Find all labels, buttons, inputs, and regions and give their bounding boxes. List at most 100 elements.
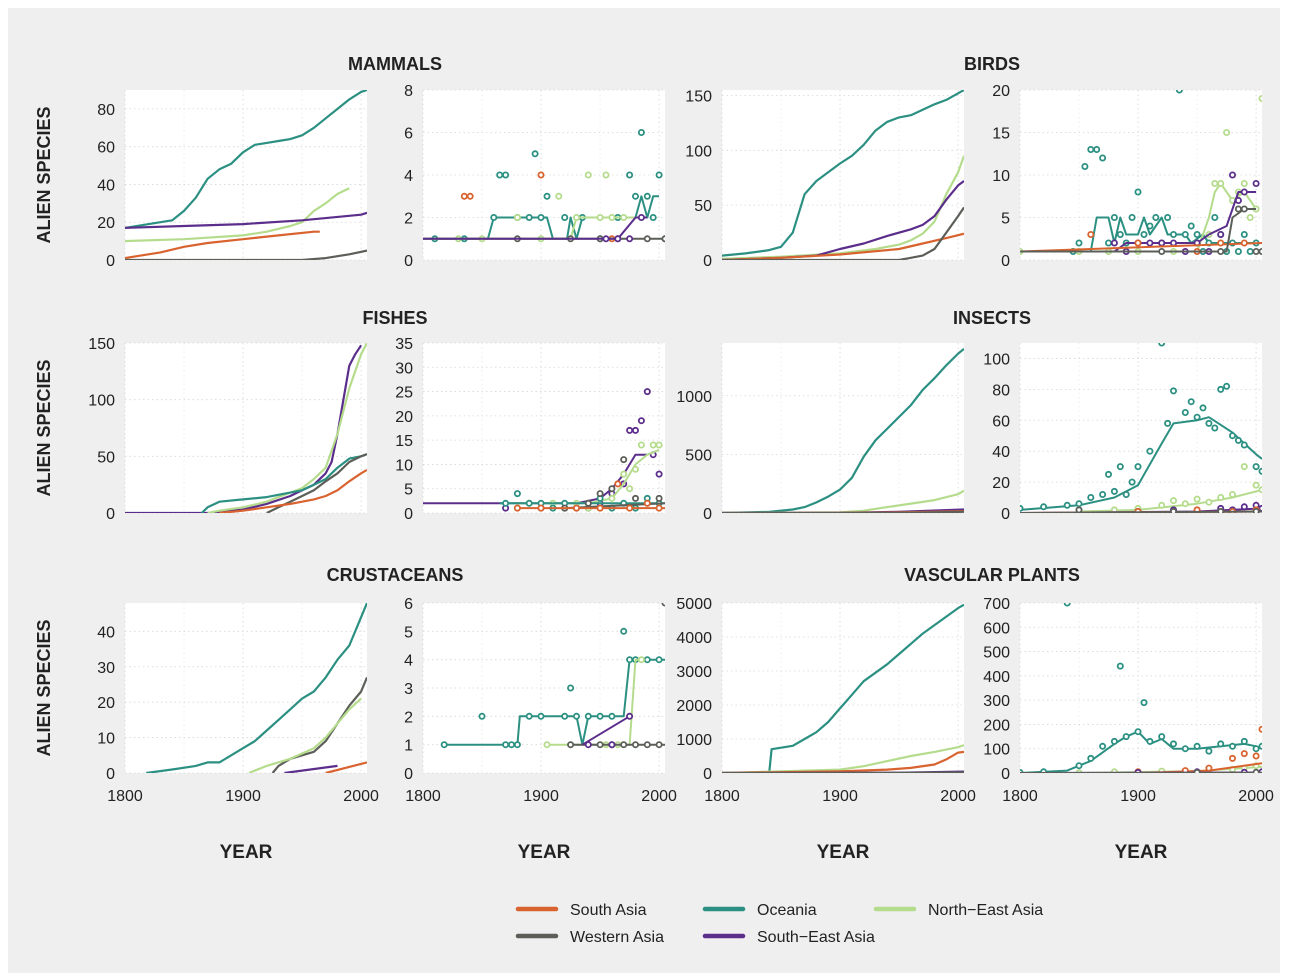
data-point-oceania (496, 171, 504, 179)
series-line-oceania (722, 90, 964, 257)
data-point-oceania (1110, 737, 1118, 745)
data-point-north-east-asia (1181, 500, 1189, 508)
data-point-north-east-asia (645, 336, 650, 341)
mammals-scatter-panel: 0 2 4 6 8 (404, 83, 665, 270)
data-point-north-east-asia (608, 213, 616, 221)
y-tick-label: 5 (1001, 211, 1010, 228)
series-group (146, 603, 367, 773)
data-point-north-east-asia (1158, 501, 1166, 509)
data-point-oceania (608, 712, 616, 720)
group-title-fishes: FISHES (362, 308, 427, 328)
series-line-north-east-asia (248, 697, 362, 773)
data-point-oceania (1170, 387, 1178, 395)
series-line-western-asia (271, 676, 367, 773)
data-point-north-east-asia (637, 441, 645, 449)
legend-item-north-east-asia: North−East Asia (873, 902, 1043, 919)
data-point-oceania (1099, 490, 1107, 498)
data-point-western-asia (643, 235, 651, 243)
data-point-north-east-asia (602, 171, 610, 179)
data-point-north-east-asia (1252, 481, 1260, 489)
y-tick-label: 600 (983, 620, 1010, 637)
y-tick-label: 40 (97, 177, 115, 194)
fishes-scatter-panel: 0 5 10 15 20 25 30 35 (395, 336, 665, 523)
data-point-north-east-asia (608, 494, 616, 502)
data-point-oceania (1229, 742, 1237, 750)
data-point-oceania (1164, 419, 1172, 427)
data-point-north-east-asia (596, 213, 604, 221)
data-point-north-east-asia (555, 192, 563, 200)
y-tick-label: 0 (703, 506, 712, 523)
data-point-south-asia (1258, 725, 1262, 733)
series-line-western-asia (722, 206, 964, 260)
legend: South Asia Oceania North−East Asia Western … (515, 902, 1043, 946)
data-point-oceania (513, 741, 521, 749)
data-point-south-asia (513, 504, 521, 512)
data-point-oceania (637, 129, 645, 137)
data-point-oceania (643, 656, 651, 664)
data-point-western-asia (632, 741, 640, 749)
data-point-south-asia (537, 504, 545, 512)
data-point-western-asia (1234, 205, 1242, 213)
y-tick-label: 2000 (676, 698, 712, 715)
panels: 0204060800246805010015005101520050100150… (34, 54, 1274, 863)
data-point-oceania (1258, 467, 1262, 475)
data-point-western-asia (661, 235, 665, 243)
data-point-south-asia (655, 504, 663, 512)
birds-cumulative-panel: 0 50 100 150 (685, 88, 964, 270)
series-line-oceania (125, 90, 367, 229)
data-point-north-east-asia (637, 656, 645, 664)
y-tick-label: 0 (1001, 506, 1010, 523)
series-line-oceania (722, 348, 964, 513)
grid (1019, 343, 1262, 514)
series-line-south-asia (722, 750, 964, 773)
data-point-oceania (537, 712, 545, 720)
data-point-north-east-asia (649, 441, 657, 449)
data-point-north-east-asia (1258, 95, 1262, 102)
data-point-oceania (1146, 222, 1154, 230)
y-tick-label: 6 (404, 596, 413, 613)
data-point-western-asia (1170, 508, 1177, 513)
y-tick-label: 20 (97, 215, 115, 232)
series-group (1020, 343, 1262, 513)
data-point-south-east-asia (1234, 196, 1242, 204)
grid (124, 342, 367, 514)
y-tick-label: 4 (404, 168, 413, 185)
y-tick-label: 80 (97, 102, 115, 119)
data-point-oceania (1063, 603, 1071, 607)
legend-item-south-asia: South Asia (515, 902, 647, 919)
data-point-north-east-asia (1246, 213, 1254, 221)
y-tick-label: 0 (703, 253, 712, 270)
y-tick-label: 3000 (676, 664, 712, 681)
data-point-western-asia (608, 485, 616, 493)
group-title-vascular-plants: VASCULAR PLANTS (904, 565, 1080, 585)
data-point-south-east-asia (1229, 171, 1237, 179)
x-tick-label: 2000 (940, 788, 976, 805)
data-point-north-east-asia (1223, 129, 1231, 137)
y-tick-label: 1000 (676, 389, 712, 406)
y-tick-label: 1 (404, 738, 413, 755)
data-point-south-asia (466, 192, 474, 200)
data-point-south-east-asia (626, 426, 634, 434)
data-point-oceania (655, 656, 663, 664)
x-tick-label: 1800 (405, 788, 441, 805)
data-point-oceania (1240, 230, 1248, 238)
y-tick-label: 25 (395, 385, 413, 402)
series-line-western-asia (125, 249, 367, 260)
y-tick-label: 30 (97, 660, 115, 677)
x-axis-label: YEAR (518, 842, 571, 863)
series-line-north-east-asia (207, 343, 367, 513)
data-point-western-asia (655, 741, 663, 749)
data-point-western-asia (596, 741, 604, 749)
data-point-south-asia (460, 192, 468, 200)
grid (721, 343, 964, 514)
data-point-western-asia (632, 494, 640, 502)
data-point-south-asia (1205, 764, 1213, 772)
data-point-north-east-asia (632, 465, 640, 473)
birds-scatter-panel: 0 5 10 15 20 (992, 83, 1262, 270)
group-title-mammals: MAMMALS (348, 54, 442, 74)
data-point-south-east-asia (1170, 239, 1178, 247)
series-line-oceania (146, 603, 367, 773)
data-point-western-asia (661, 603, 665, 607)
data-point-oceania (1217, 740, 1225, 748)
crustaceans-scatter-panel: 0 1 2 3 4 5 6 1800 1900 2000 (404, 596, 677, 805)
